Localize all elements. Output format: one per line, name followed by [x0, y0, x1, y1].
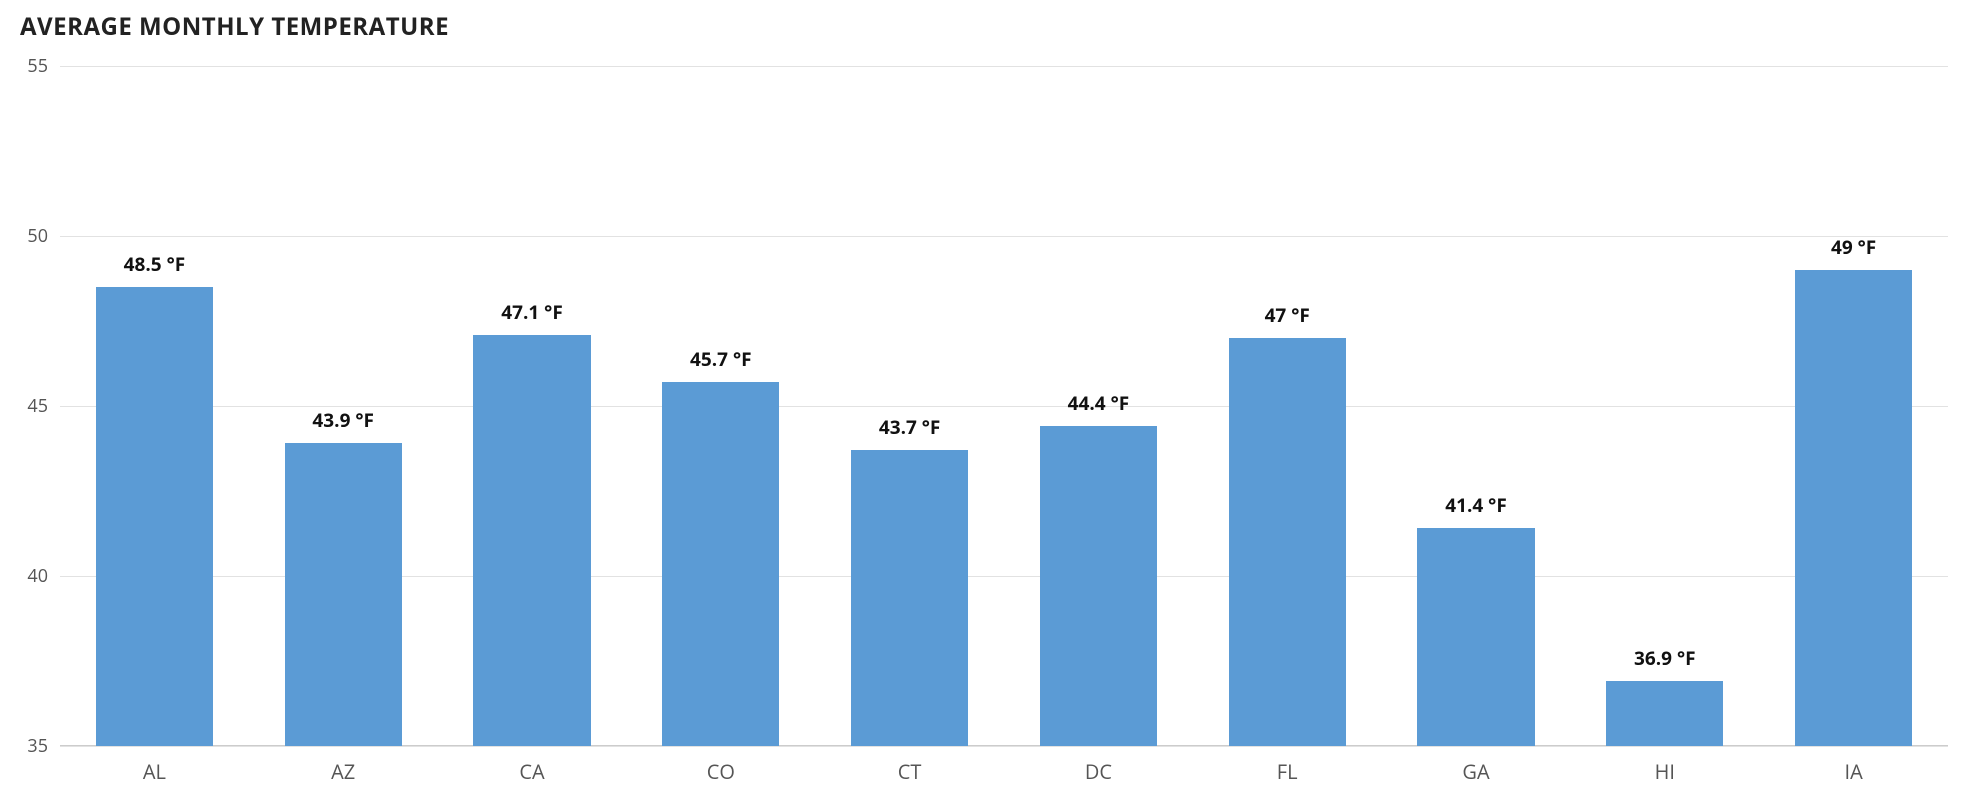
- y-tick-label: 55: [27, 54, 48, 78]
- bar-value-label: 45.7 °F: [690, 346, 752, 372]
- y-tick-label: 40: [27, 564, 48, 588]
- bar: [1417, 528, 1534, 746]
- bar: [662, 382, 779, 746]
- gridline: [60, 746, 1948, 747]
- bar-value-label: 47.1 °F: [501, 299, 563, 325]
- temperature-bar-chart: AVERAGE MONTHLY TEMPERATURE 354045505548…: [0, 0, 1968, 800]
- y-tick-label: 35: [27, 734, 48, 758]
- x-tick-label: CT: [898, 758, 922, 785]
- x-tick-label: HI: [1655, 758, 1675, 785]
- bar: [1795, 270, 1912, 746]
- chart-title: AVERAGE MONTHLY TEMPERATURE: [20, 10, 449, 43]
- bar-value-label: 48.5 °F: [124, 251, 186, 277]
- bar: [1229, 338, 1346, 746]
- y-tick-label: 45: [27, 394, 48, 418]
- gridline: [60, 66, 1948, 67]
- bar: [285, 443, 402, 746]
- x-tick-label: AZ: [331, 758, 355, 785]
- x-tick-label: AL: [143, 758, 166, 785]
- plot-area: 354045505548.5 °FAL43.9 °FAZ47.1 °FCA45.…: [60, 66, 1948, 746]
- bar-value-label: 49 °F: [1831, 234, 1876, 260]
- bar-value-label: 44.4 °F: [1068, 390, 1130, 416]
- bar: [96, 287, 213, 746]
- bar-value-label: 43.9 °F: [312, 407, 374, 433]
- x-tick-label: IA: [1844, 758, 1862, 785]
- bar: [1040, 426, 1157, 746]
- bar: [851, 450, 968, 746]
- x-tick-label: CA: [519, 758, 544, 785]
- bar-value-label: 47 °F: [1265, 302, 1310, 328]
- x-tick-label: GA: [1462, 758, 1489, 785]
- bar: [473, 335, 590, 746]
- x-tick-label: CO: [707, 758, 735, 785]
- gridline: [60, 236, 1948, 237]
- bar: [1606, 681, 1723, 746]
- x-tick-label: FL: [1277, 758, 1298, 785]
- y-tick-label: 50: [27, 224, 48, 248]
- bar-value-label: 43.7 °F: [879, 414, 941, 440]
- x-tick-label: DC: [1085, 758, 1112, 785]
- bar-value-label: 41.4 °F: [1445, 492, 1507, 518]
- bar-value-label: 36.9 °F: [1634, 645, 1696, 671]
